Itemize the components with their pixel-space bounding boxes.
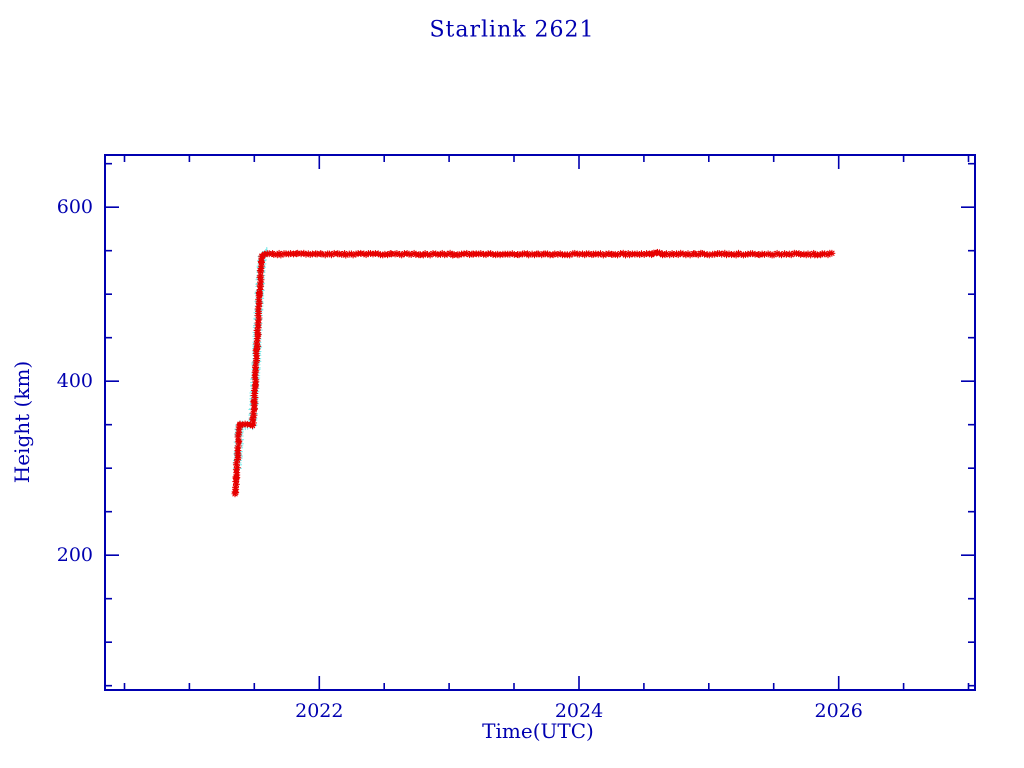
y-tick-label: 200 — [57, 544, 93, 566]
plot-page: Starlink 2621 Height (km) Time(UTC) 2022… — [0, 0, 1024, 768]
axis-ticks — [105, 155, 975, 690]
y-tick-label: 400 — [57, 370, 93, 392]
x-tick-label: 2026 — [815, 700, 863, 722]
height-vs-time-plot: 2022 2024 2026 200 400 600 — [0, 0, 1024, 768]
y-tick-label: 600 — [57, 196, 93, 218]
plot-frame — [105, 155, 975, 690]
series-height-red-observed — [232, 249, 835, 496]
x-tick-label: 2024 — [555, 700, 603, 722]
x-tick-label: 2022 — [295, 700, 343, 722]
